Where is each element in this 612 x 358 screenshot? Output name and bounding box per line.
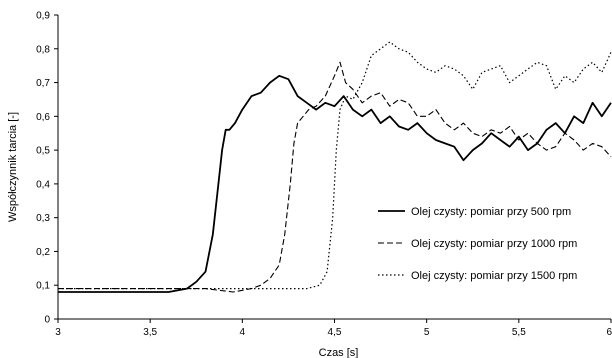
y-tick-label: 0,7 bbox=[36, 78, 50, 89]
y-tick-label: 0,3 bbox=[36, 213, 50, 224]
x-tick-label: 5,5 bbox=[512, 327, 526, 338]
legend-label-1: Olej czysty: pomiar przy 500 rpm bbox=[411, 206, 571, 218]
x-tick-label: 3 bbox=[55, 327, 61, 338]
y-axis-title: Współczynnik tarcia [-] bbox=[7, 112, 19, 222]
x-tick-label: 5 bbox=[424, 327, 430, 338]
legend-label-3: Olej czysty: pomiar przy 1500 rpm bbox=[411, 270, 577, 282]
x-tick-label: 6 bbox=[606, 327, 612, 338]
x-tick-label: 4,5 bbox=[328, 327, 342, 338]
y-tick-label: 0,2 bbox=[36, 247, 50, 258]
x-tick-label: 3,5 bbox=[143, 327, 157, 338]
series-line-3 bbox=[58, 41, 612, 290]
legend: Olej czysty: pomiar przy 500 rpm Olej czy… bbox=[378, 206, 577, 282]
y-tick-label: 0,9 bbox=[36, 11, 50, 22]
series-line-1 bbox=[58, 74, 612, 293]
y-tick-label: 0 bbox=[44, 315, 50, 326]
x-tick-label: 4 bbox=[240, 327, 246, 338]
y-tick-label: 0,5 bbox=[36, 146, 50, 157]
y-tick-label: 0,1 bbox=[36, 281, 50, 292]
series-group bbox=[58, 41, 612, 293]
x-axis-title: Czas [s] bbox=[319, 347, 359, 358]
y-tick-label: 0,4 bbox=[36, 179, 50, 190]
axes: 0 0,1 0,2 0,3 0,4 0,5 0,6 0,7 0,8 0,9 3 3,5 4 4,5 5 5,5… bbox=[36, 11, 612, 339]
y-tick-label: 0,6 bbox=[36, 112, 50, 123]
y-tick-label: 0,8 bbox=[36, 44, 50, 55]
legend-label-2: Olej czysty: pomiar przy 1000 rpm bbox=[411, 238, 577, 250]
series-line-2 bbox=[58, 61, 612, 293]
